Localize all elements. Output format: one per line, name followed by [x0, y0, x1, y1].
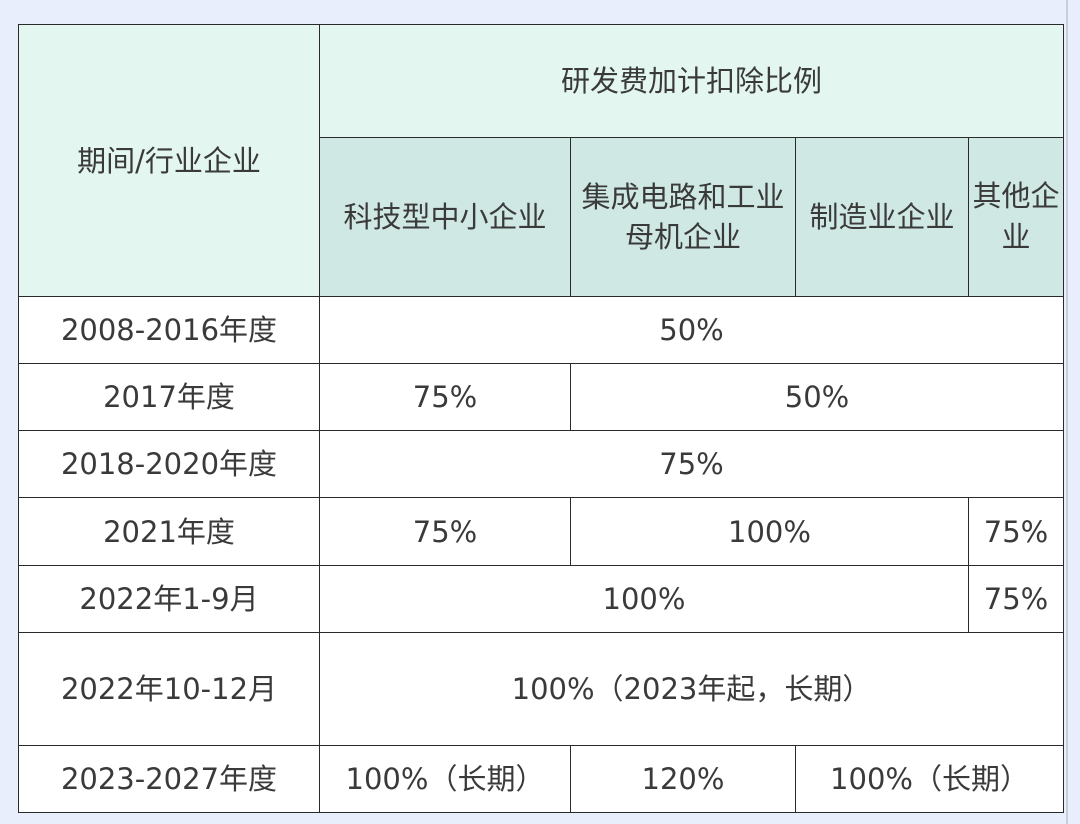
table-row: 2023-2027年度 100%（长期） 120% 100%（长期） [18, 745, 1065, 813]
deduction-ratio-table: 期间/行业企业 研发费加计扣除比例 科技型中小企业 集成电路和工业母机企业 制造… [18, 24, 1065, 813]
row-period: 2018-2020年度 [18, 430, 320, 498]
row-period: 2021年度 [18, 497, 320, 566]
row-cell: 100% [570, 497, 969, 566]
table-row: 2017年度 75% 50% [18, 363, 1065, 431]
row-cell: 100%（2023年起，长期） [318, 632, 1065, 746]
row-cell: 75% [967, 497, 1065, 566]
header-ratio-title: 研发费加计扣除比例 [318, 24, 1065, 138]
row-cell: 75% [318, 430, 1065, 498]
table-row: 2022年1-9月 100% 75% [18, 565, 1065, 633]
header-col-manufacturing: 制造业企业 [795, 137, 969, 297]
row-cell: 50% [569, 363, 1065, 431]
scroll-edge [1066, 0, 1080, 824]
table-row: 2021年度 75% 100% 75% [18, 497, 1065, 566]
row-cell: 100%（长期） [319, 745, 571, 813]
row-period: 2017年度 [18, 363, 320, 431]
row-cell: 50% [318, 296, 1065, 364]
header-col-tech-sme: 科技型中小企业 [319, 137, 571, 297]
table-row: 2018-2020年度 75% [18, 430, 1065, 498]
row-cell: 75% [319, 497, 571, 566]
table-row: 2022年10-12月 100%（2023年起，长期） [18, 632, 1065, 746]
table-row: 2008-2016年度 50% [18, 296, 1065, 364]
header-col-other: 其他企业 [967, 137, 1065, 297]
row-period: 2008-2016年度 [18, 296, 320, 364]
row-cell: 120% [570, 745, 796, 813]
row-cell: 75% [319, 363, 571, 431]
row-period: 2023-2027年度 [18, 745, 320, 813]
row-period: 2022年10-12月 [18, 632, 320, 746]
row-cell: 75% [967, 565, 1065, 633]
row-period: 2022年1-9月 [18, 565, 320, 633]
header-col-ic-machine: 集成电路和工业母机企业 [570, 137, 796, 297]
row-cell: 100% [319, 565, 969, 633]
header-period-industry: 期间/行业企业 [18, 24, 320, 297]
row-cell: 100%（长期） [794, 745, 1065, 813]
